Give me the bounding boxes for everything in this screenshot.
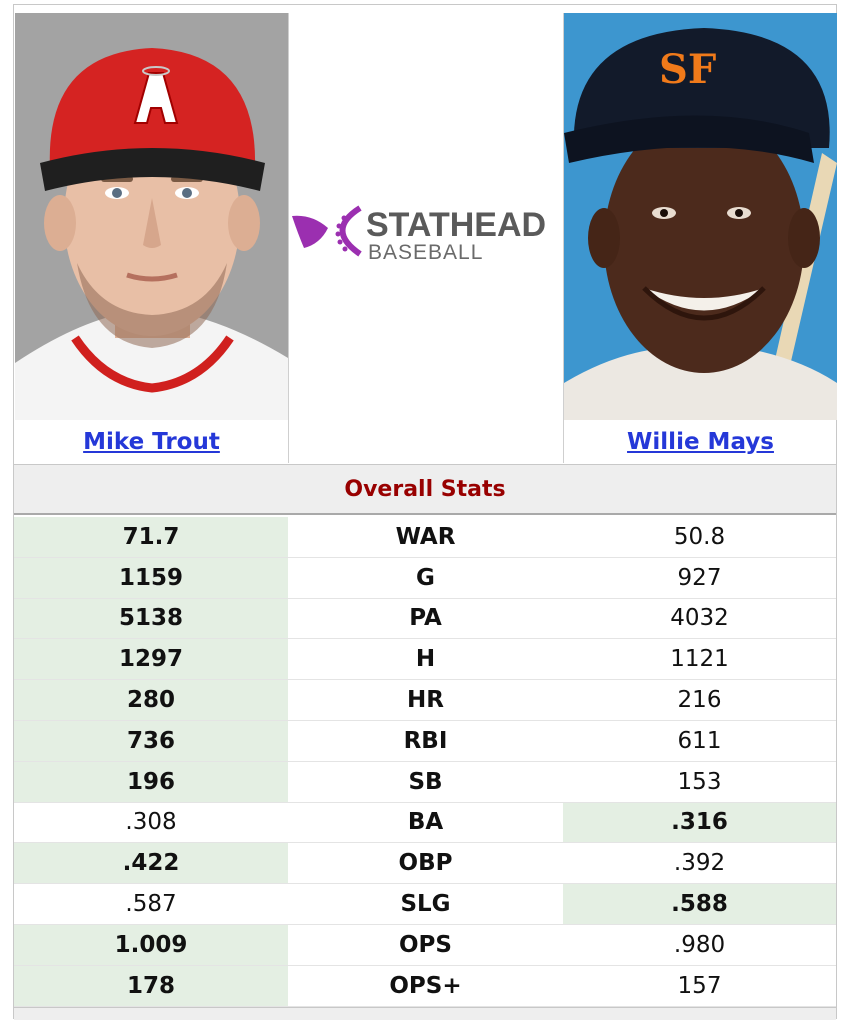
stat-row: 71.7 WAR 50.8	[14, 517, 836, 558]
logo-word-stathead: STATHEAD	[366, 206, 546, 244]
stat-value-right: 1121	[670, 646, 729, 673]
stathead-logo: STATHEAD BASEBALL	[290, 196, 562, 266]
stat-value-right: 927	[677, 564, 722, 591]
table-footer	[14, 1007, 836, 1020]
comparison-frame	[13, 4, 837, 1019]
logo-word-baseball: BASEBALL	[368, 241, 483, 264]
stat-value-left: 71.7	[14, 517, 288, 557]
player-name-left-cell: Mike Trout	[15, 421, 288, 463]
stat-row: 196 SB 153	[14, 761, 836, 803]
stat-row: 1.009 OPS .980	[14, 924, 836, 966]
stat-label: WAR	[395, 523, 456, 550]
stat-value-left: 5138	[14, 598, 288, 639]
stat-value-left: .308	[125, 809, 177, 836]
stat-value-left: 178	[14, 965, 288, 1006]
player-photo-icon: SF	[564, 13, 837, 420]
stat-row: 5138 PA 4032	[14, 598, 836, 640]
player-photo-left	[15, 13, 288, 420]
player-photo-right: SF	[564, 13, 837, 420]
stat-row: .587 SLG .588	[14, 884, 836, 925]
column-divider	[288, 13, 289, 463]
stat-value-left: 736	[14, 720, 288, 761]
player-photo-icon	[15, 13, 288, 420]
player-name-right-cell: Willie Mays	[564, 421, 837, 463]
stat-value-left: .422	[14, 843, 288, 884]
stat-row: .422 OBP .392	[14, 843, 836, 885]
stathead-logo-icon: STATHEAD BASEBALL	[292, 205, 546, 264]
stat-row: 1159 G 927	[14, 557, 836, 599]
stat-label: BA	[407, 809, 444, 836]
stat-value-right: .392	[673, 850, 726, 877]
section-header: Overall Stats	[14, 464, 836, 515]
stat-value-right: 153	[677, 768, 722, 795]
column-divider	[563, 13, 564, 463]
stat-label: OBP	[398, 850, 453, 877]
stat-value-left: .587	[125, 891, 177, 918]
stat-value-left: 1297	[14, 639, 288, 680]
stat-label: RBI	[403, 727, 448, 754]
stat-row: 178 OPS+ 157	[14, 965, 836, 1007]
stat-label: H	[415, 646, 436, 673]
stat-value-right: 216	[677, 687, 722, 714]
stat-label: SB	[408, 768, 443, 795]
stat-label: G	[416, 564, 435, 591]
stats-table: 71.7 WAR 50.8 1159 G 927 5138 PA 4032 1297 H 1121 28…	[14, 517, 836, 1007]
stat-value-right: 611	[677, 727, 722, 754]
stat-label: OPS	[399, 931, 452, 958]
stat-value-right: 4032	[670, 605, 729, 632]
stat-label: PA	[409, 605, 442, 632]
stat-row: 736 RBI 611	[14, 720, 836, 762]
section-title: Overall Stats	[344, 476, 506, 502]
stat-row: .308 BA .316	[14, 802, 836, 844]
stat-value-right: .588	[563, 884, 836, 924]
stat-value-right: .980	[673, 931, 726, 958]
player-link-right[interactable]: Willie Mays	[627, 429, 774, 455]
stat-row: 1297 H 1121	[14, 639, 836, 681]
stat-value-right: .316	[563, 802, 836, 843]
stat-value-left: 280	[14, 680, 288, 720]
stat-value-left: 196	[14, 761, 288, 802]
stat-label: OPS+	[389, 972, 462, 999]
stat-label: SLG	[400, 891, 451, 918]
player-link-left[interactable]: Mike Trout	[83, 429, 220, 455]
stat-value-left: 1.009	[14, 924, 288, 965]
svg-text:SF: SF	[659, 46, 716, 93]
stat-row: 280 HR 216	[14, 680, 836, 721]
stat-value-right: 50.8	[673, 523, 726, 550]
stat-value-left: 1159	[14, 557, 288, 598]
stat-value-right: 157	[677, 972, 722, 999]
stat-label: HR	[407, 687, 444, 714]
